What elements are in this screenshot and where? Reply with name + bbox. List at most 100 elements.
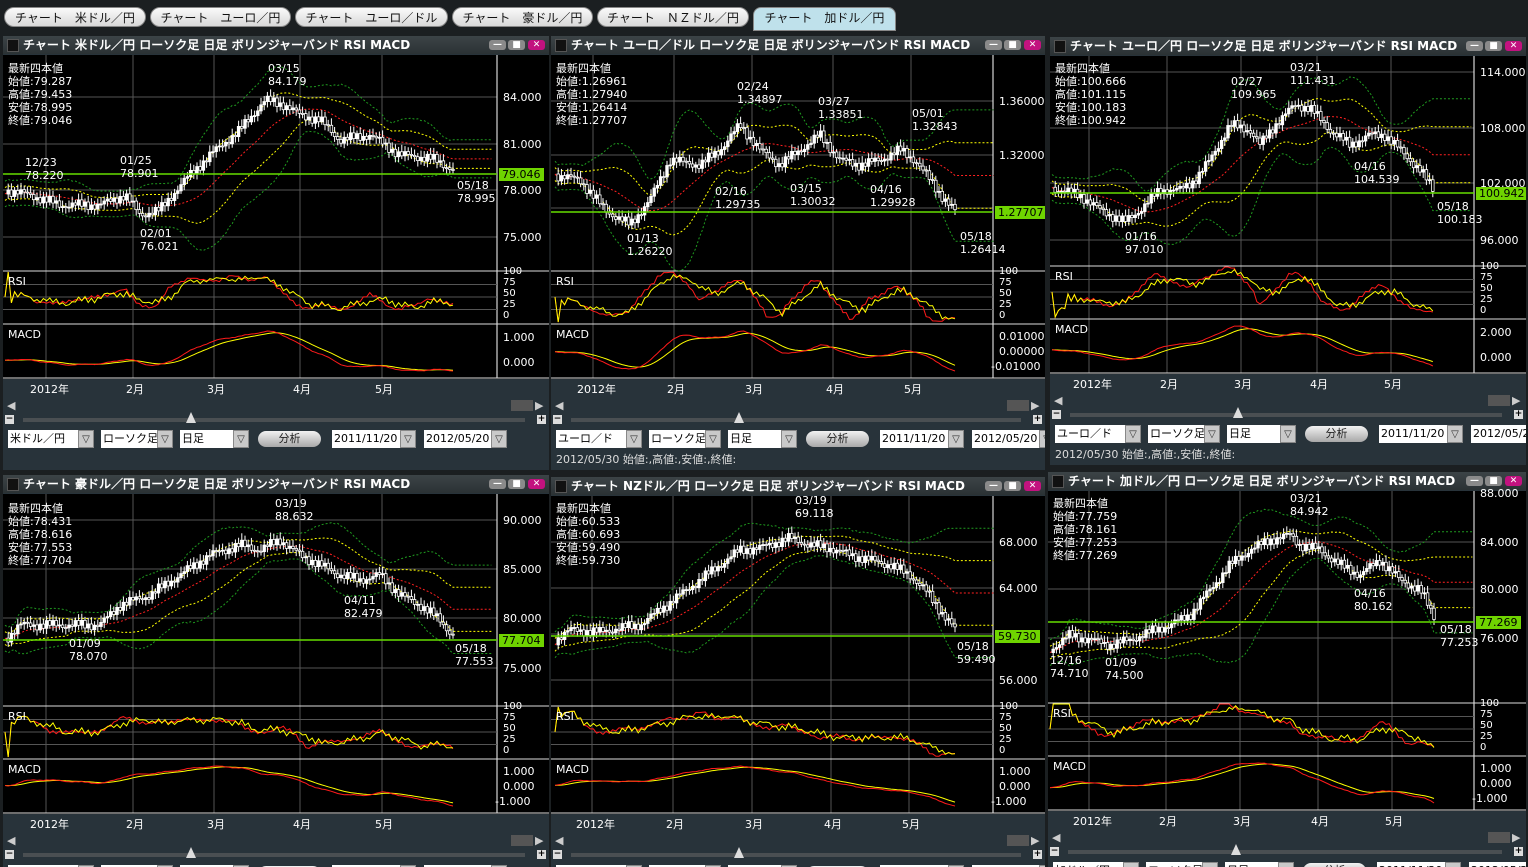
zoom-in-button[interactable]: + bbox=[537, 414, 546, 424]
pair-dropdown-arrow[interactable]: ▽ bbox=[78, 865, 94, 867]
pair-dropdown-arrow[interactable]: ▽ bbox=[1123, 862, 1139, 867]
pair-select[interactable]: NZドル／円 bbox=[556, 865, 626, 867]
zoom-in-button[interactable]: + bbox=[1033, 849, 1042, 859]
price-chart[interactable] bbox=[3, 475, 549, 815]
price-chart[interactable] bbox=[3, 36, 549, 380]
start-date-dropdown-arrow[interactable]: ▽ bbox=[1445, 862, 1461, 867]
minimize-button[interactable]: — bbox=[1466, 41, 1483, 51]
zoom-out-button[interactable]: − bbox=[5, 849, 14, 859]
zoom-slider-thumb[interactable] bbox=[1233, 407, 1243, 418]
start-date-select[interactable]: 2011/11/20 bbox=[1377, 862, 1445, 867]
pair-dropdown-arrow[interactable]: ▽ bbox=[626, 430, 642, 448]
scroll-right-arrow[interactable]: ▶ bbox=[1031, 834, 1040, 847]
tab-chart-1[interactable]: チャート ユーロ／円 bbox=[150, 7, 291, 27]
chart-type-select[interactable]: ローソク足 bbox=[101, 865, 157, 867]
minimize-button[interactable]: — bbox=[985, 481, 1002, 491]
end-date-dropdown-arrow[interactable]: ▽ bbox=[491, 865, 507, 867]
period-select[interactable]: 日足 bbox=[728, 865, 781, 867]
chart-type-select[interactable]: ローソク足 bbox=[101, 430, 157, 448]
start-date-select[interactable]: 2011/11/20 bbox=[1379, 425, 1447, 443]
close-button[interactable]: ✕ bbox=[528, 40, 545, 50]
end-date-select[interactable]: 2012/05/20 bbox=[972, 865, 1039, 867]
minimize-button[interactable]: — bbox=[489, 40, 506, 50]
pair-select[interactable]: 豪ドル／円 bbox=[8, 865, 78, 867]
scroll-left-arrow[interactable]: ◀ bbox=[7, 399, 16, 412]
zoom-in-button[interactable]: + bbox=[537, 849, 546, 859]
scroll-thumb[interactable] bbox=[1488, 832, 1510, 843]
maximize-button[interactable]: ■ bbox=[508, 479, 525, 489]
start-date-dropdown-arrow[interactable]: ▽ bbox=[400, 430, 416, 448]
period-dropdown-arrow[interactable]: ▽ bbox=[1278, 862, 1294, 867]
end-date-select[interactable]: 2012/05/20 bbox=[1471, 425, 1526, 443]
zoom-slider-track[interactable] bbox=[1070, 413, 1502, 417]
chart-type-dropdown-arrow[interactable]: ▽ bbox=[1202, 862, 1218, 867]
window-checkbox[interactable] bbox=[555, 480, 567, 493]
scroll-left-arrow[interactable]: ◀ bbox=[7, 834, 16, 847]
scroll-left-arrow[interactable]: ◀ bbox=[1054, 394, 1063, 407]
pair-select[interactable]: 加ドル／円 bbox=[1053, 862, 1123, 867]
zoom-slider-track[interactable] bbox=[571, 418, 1021, 422]
end-date-select[interactable]: 2012/05/20 bbox=[1469, 862, 1526, 867]
zoom-in-button[interactable]: + bbox=[1033, 414, 1042, 424]
period-select[interactable]: 日足 bbox=[1227, 425, 1280, 443]
close-button[interactable]: ✕ bbox=[528, 479, 545, 489]
period-dropdown-arrow[interactable]: ▽ bbox=[781, 430, 797, 448]
price-chart[interactable] bbox=[551, 36, 1045, 380]
minimize-button[interactable]: — bbox=[489, 479, 506, 489]
scroll-thumb[interactable] bbox=[511, 835, 533, 846]
tab-chart-2[interactable]: チャート ユーロ／ドル bbox=[295, 7, 448, 27]
period-dropdown-arrow[interactable]: ▽ bbox=[781, 865, 797, 867]
tab-chart-0[interactable]: チャート 米ドル／円 bbox=[4, 7, 146, 27]
pair-select[interactable]: 米ドル／円 bbox=[8, 430, 78, 448]
price-chart[interactable] bbox=[551, 477, 1045, 815]
start-date-select[interactable]: 2011/11/20 bbox=[880, 430, 948, 448]
chart-type-dropdown-arrow[interactable]: ▽ bbox=[705, 865, 721, 867]
zoom-in-button[interactable]: + bbox=[1514, 409, 1523, 419]
chart-type-dropdown-arrow[interactable]: ▽ bbox=[1204, 425, 1220, 443]
scroll-right-arrow[interactable]: ▶ bbox=[1512, 394, 1521, 407]
zoom-slider-track[interactable] bbox=[571, 853, 1021, 857]
zoom-slider-thumb[interactable] bbox=[186, 412, 196, 423]
start-date-select[interactable]: 2011/11/20 bbox=[332, 430, 400, 448]
maximize-button[interactable]: ■ bbox=[1485, 476, 1502, 486]
zoom-slider-track[interactable] bbox=[23, 853, 525, 857]
period-dropdown-arrow[interactable]: ▽ bbox=[233, 865, 249, 867]
minimize-button[interactable]: — bbox=[985, 40, 1002, 50]
start-date-dropdown-arrow[interactable]: ▽ bbox=[948, 430, 964, 448]
window-checkbox[interactable] bbox=[1052, 475, 1064, 488]
zoom-slider-thumb[interactable] bbox=[186, 847, 196, 858]
end-date-select[interactable]: 2012/05/20 bbox=[972, 430, 1039, 448]
close-button[interactable]: ✕ bbox=[1024, 481, 1041, 491]
scroll-right-arrow[interactable]: ▶ bbox=[535, 834, 544, 847]
maximize-button[interactable]: ■ bbox=[1004, 481, 1021, 491]
pair-dropdown-arrow[interactable]: ▽ bbox=[1125, 425, 1141, 443]
pair-dropdown-arrow[interactable]: ▽ bbox=[78, 430, 94, 448]
chart-type-select[interactable]: ローソク足 bbox=[649, 865, 705, 867]
zoom-slider-thumb[interactable] bbox=[734, 847, 744, 858]
period-select[interactable]: 日足 bbox=[180, 430, 233, 448]
analyze-button[interactable]: 分析 bbox=[1305, 426, 1368, 442]
close-button[interactable]: ✕ bbox=[1505, 41, 1522, 51]
scroll-right-arrow[interactable]: ▶ bbox=[1031, 399, 1040, 412]
close-button[interactable]: ✕ bbox=[1505, 476, 1522, 486]
scroll-right-arrow[interactable]: ▶ bbox=[1512, 831, 1521, 844]
window-title-bar[interactable]: チャート 豪ドル／円 ローソク足 日足 ボリンジャーバンド RSI MACD — ■… bbox=[3, 475, 549, 493]
window-checkbox[interactable] bbox=[1054, 40, 1066, 53]
scroll-thumb[interactable] bbox=[511, 400, 533, 411]
scroll-thumb[interactable] bbox=[1488, 395, 1510, 406]
zoom-out-button[interactable]: − bbox=[1052, 409, 1061, 419]
scroll-right-arrow[interactable]: ▶ bbox=[535, 399, 544, 412]
period-select[interactable]: 日足 bbox=[728, 430, 781, 448]
chart-type-select[interactable]: ローソク足 bbox=[649, 430, 705, 448]
maximize-button[interactable]: ■ bbox=[508, 40, 525, 50]
zoom-in-button[interactable]: + bbox=[1514, 846, 1523, 856]
period-select[interactable]: 日足 bbox=[180, 865, 233, 867]
chart-type-dropdown-arrow[interactable]: ▽ bbox=[157, 430, 173, 448]
start-date-dropdown-arrow[interactable]: ▽ bbox=[948, 865, 964, 867]
chart-type-dropdown-arrow[interactable]: ▽ bbox=[705, 430, 721, 448]
period-select[interactable]: 日足 bbox=[1225, 862, 1278, 867]
window-title-bar[interactable]: チャート NZドル／円 ローソク足 日足 ボリンジャーバンド RSI MACD —… bbox=[551, 477, 1045, 495]
price-chart[interactable] bbox=[1048, 472, 1526, 812]
window-checkbox[interactable] bbox=[7, 478, 19, 491]
start-date-dropdown-arrow[interactable]: ▽ bbox=[400, 865, 416, 867]
